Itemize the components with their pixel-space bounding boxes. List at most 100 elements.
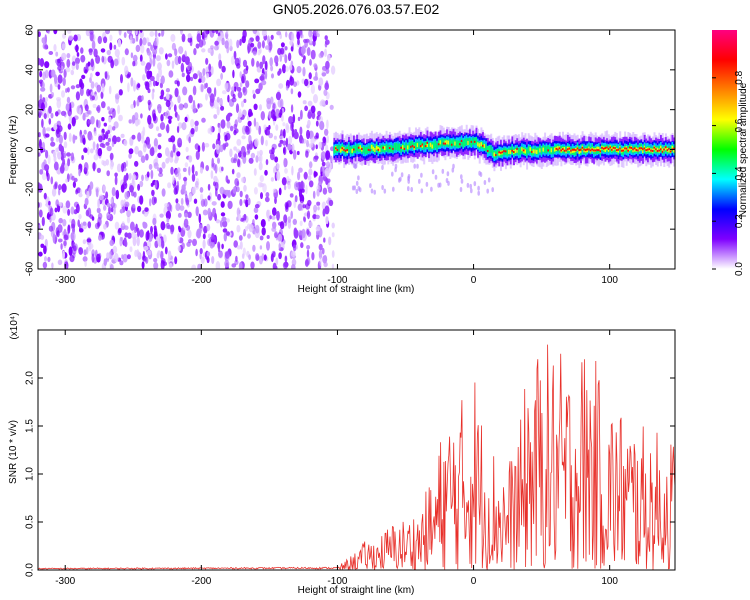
noise-dot (287, 52, 292, 62)
noise-dot (227, 200, 233, 210)
noise-dot (114, 252, 119, 263)
noise-dot (65, 67, 71, 73)
signal-cell (547, 149, 550, 152)
noise-dot (98, 135, 103, 143)
noise-dot (153, 138, 158, 148)
noise-dot (66, 30, 72, 34)
noise-dot (221, 65, 226, 73)
noise-dot (271, 215, 276, 220)
noise-dot (255, 253, 260, 262)
signal-cell (632, 148, 635, 151)
noise-dot (108, 205, 111, 215)
signal-cell (486, 146, 489, 154)
noise-dot (172, 183, 177, 189)
noise-dot (305, 184, 308, 195)
noise-dot (113, 44, 117, 50)
noise-dot (178, 225, 181, 231)
noise-dot (42, 261, 48, 269)
signal-cell (402, 145, 404, 150)
signal-scatter (445, 178, 449, 183)
noise-dot (38, 183, 43, 193)
noise-dot (220, 105, 225, 111)
signal-cell (366, 146, 368, 155)
noise-dot (308, 180, 314, 188)
signal-scatter (479, 172, 483, 177)
signal-cell (364, 147, 367, 155)
signal-cell (429, 142, 432, 147)
noise-dot (195, 206, 199, 217)
signal-cell (431, 144, 434, 149)
noise-dot (91, 40, 96, 50)
signal-cell (642, 149, 645, 153)
noise-dot (159, 122, 166, 130)
noise-dot (69, 115, 72, 124)
noise-dot (254, 138, 259, 148)
noise-dot (188, 61, 193, 71)
noise-dot (109, 34, 113, 41)
noise-dot (153, 40, 157, 46)
noise-dot (254, 204, 260, 209)
signal-cell (455, 140, 458, 148)
colorbar-label: Normalized spectral amplitude (738, 82, 749, 217)
noise-dot (279, 98, 284, 109)
noise-dot (278, 187, 282, 196)
colorbar-tick-label: 0.6 (734, 118, 745, 132)
signal-cell (671, 145, 674, 150)
signal-scatter (460, 174, 463, 180)
spectrogram-x-label: Height of straight line (km) (298, 284, 415, 295)
signal-cell (534, 149, 537, 154)
noise-dot (142, 250, 146, 261)
noise-dot (150, 44, 154, 51)
noise-dot (213, 175, 218, 182)
noise-dot (79, 107, 82, 116)
noise-dot (109, 152, 114, 161)
noise-dot (55, 111, 59, 117)
noise-dot (185, 146, 189, 153)
spectrogram-y-tick-label: 0 (25, 146, 36, 152)
noise-dot (95, 188, 99, 198)
signal-cell (483, 143, 486, 148)
noise-dot (184, 116, 188, 123)
snr-series-line (38, 344, 675, 570)
noise-dot (159, 213, 164, 218)
noise-dot (142, 222, 148, 229)
signal-cell (346, 149, 349, 151)
noise-dot (232, 93, 236, 99)
noise-dot (144, 207, 149, 213)
noise-dot (221, 216, 227, 222)
noise-dot (146, 171, 150, 178)
signal-cell (542, 147, 545, 152)
noise-dot (241, 253, 245, 259)
signal-cell (643, 147, 646, 150)
noise-dot (80, 222, 83, 230)
noise-dot (284, 54, 288, 64)
noise-dot (194, 184, 200, 190)
noise-dot (173, 104, 177, 112)
noise-dot (136, 236, 140, 247)
noise-dot (69, 102, 72, 112)
noise-dot (310, 137, 315, 145)
noise-dot (44, 256, 47, 262)
noise-dot (217, 132, 221, 141)
noise-dot (49, 83, 53, 93)
noise-dot (292, 218, 297, 225)
signal-cell (343, 148, 346, 151)
noise-dot (129, 185, 134, 193)
noise-dot (96, 84, 102, 93)
noise-dot (116, 136, 121, 143)
noise-dot (166, 217, 170, 223)
noise-dot (331, 250, 335, 258)
noise-dot (224, 40, 229, 49)
signal-cell (501, 151, 504, 154)
noise-dot (279, 33, 283, 40)
signal-cell (580, 148, 582, 151)
noise-dot (234, 259, 239, 265)
noise-dot (104, 71, 108, 79)
noise-dot (192, 85, 197, 96)
noise-dot (273, 135, 277, 140)
noise-dot (218, 59, 223, 69)
noise-dot (65, 200, 71, 209)
signal-cell (586, 148, 589, 151)
noise-dot (198, 224, 203, 232)
noise-dot (242, 86, 248, 96)
